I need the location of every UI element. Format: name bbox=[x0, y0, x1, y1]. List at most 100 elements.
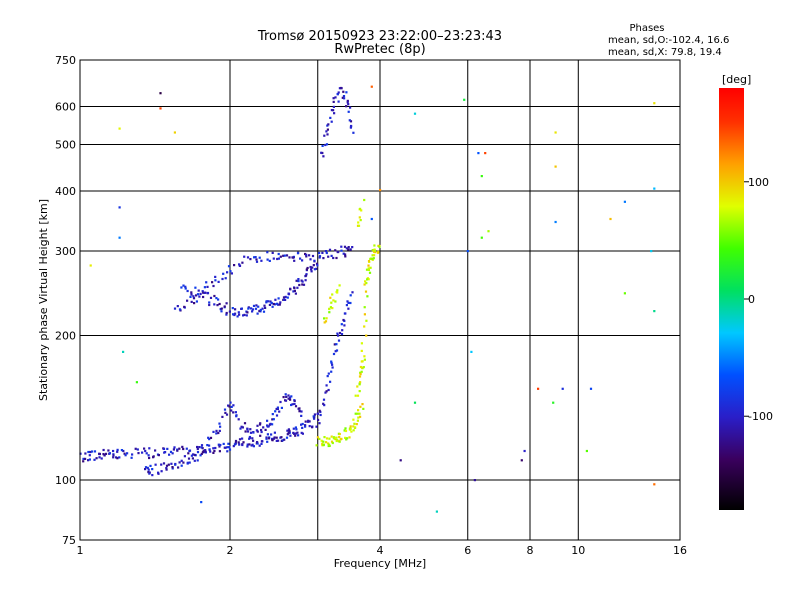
data-point bbox=[169, 450, 173, 453]
data-point bbox=[188, 461, 191, 464]
data-point bbox=[112, 454, 115, 457]
y-axis-ticks: 75 100 200 300 400 500 600 750 bbox=[55, 54, 76, 547]
data-point bbox=[247, 306, 250, 309]
data-point bbox=[108, 452, 111, 455]
data-point bbox=[223, 408, 227, 411]
data-point bbox=[223, 305, 226, 308]
data-point bbox=[294, 405, 298, 408]
data-point bbox=[319, 413, 322, 417]
data-point bbox=[226, 271, 229, 274]
data-point bbox=[367, 268, 370, 271]
data-point bbox=[344, 429, 348, 433]
data-point bbox=[229, 401, 232, 404]
data-point bbox=[413, 112, 417, 115]
data-point bbox=[233, 313, 236, 317]
data-point bbox=[336, 289, 339, 292]
data-point bbox=[310, 270, 313, 273]
data-point bbox=[288, 396, 292, 399]
data-point bbox=[298, 410, 301, 413]
data-point bbox=[218, 450, 221, 453]
data-point bbox=[234, 442, 237, 446]
x-tick-label: 10 bbox=[571, 544, 585, 557]
data-point bbox=[136, 448, 139, 451]
data-point bbox=[304, 274, 308, 277]
chart-title-line2: RwPretec (8p) bbox=[334, 42, 425, 57]
data-point bbox=[537, 387, 540, 390]
colorbar-tick-label: 100 bbox=[748, 176, 769, 189]
data-point bbox=[343, 97, 346, 100]
data-point bbox=[256, 312, 259, 315]
data-point bbox=[360, 209, 363, 212]
x-axis-ticks: 1 2 4 6 8 10 16 bbox=[77, 544, 688, 557]
data-point bbox=[324, 143, 327, 147]
data-point bbox=[315, 444, 318, 447]
data-point bbox=[284, 393, 287, 396]
data-point bbox=[316, 412, 319, 415]
data-point bbox=[362, 407, 365, 410]
data-point bbox=[344, 427, 347, 430]
data-point bbox=[364, 290, 368, 293]
data-point bbox=[256, 441, 259, 444]
data-point bbox=[293, 259, 296, 262]
colorbar-label: [deg] bbox=[722, 73, 751, 86]
data-point bbox=[271, 423, 274, 426]
data-point bbox=[301, 283, 304, 286]
data-point bbox=[354, 426, 357, 429]
data-point bbox=[335, 349, 339, 352]
data-point bbox=[144, 468, 147, 471]
data-point bbox=[100, 457, 103, 460]
data-point bbox=[221, 415, 224, 418]
data-point bbox=[359, 219, 362, 222]
data-point bbox=[300, 423, 303, 426]
data-point bbox=[347, 246, 350, 249]
data-point bbox=[342, 90, 345, 93]
data-point bbox=[248, 436, 252, 439]
data-point bbox=[289, 287, 292, 290]
data-point bbox=[202, 449, 205, 452]
data-point bbox=[271, 413, 274, 416]
data-point bbox=[348, 436, 351, 439]
data-point bbox=[285, 254, 289, 257]
data-point bbox=[365, 319, 368, 322]
data-point bbox=[276, 407, 279, 410]
data-point bbox=[103, 454, 106, 457]
data-point bbox=[247, 307, 250, 310]
data-point bbox=[295, 428, 298, 431]
data-point bbox=[267, 300, 270, 303]
data-point bbox=[297, 280, 300, 283]
data-point bbox=[371, 257, 374, 261]
data-point bbox=[359, 371, 362, 374]
data-point bbox=[463, 98, 466, 101]
data-point bbox=[287, 293, 291, 296]
data-point bbox=[89, 450, 92, 454]
data-point bbox=[305, 255, 308, 258]
data-point bbox=[376, 251, 380, 254]
data-point bbox=[470, 350, 473, 353]
data-point bbox=[327, 388, 330, 392]
data-point bbox=[353, 422, 356, 425]
data-point bbox=[325, 143, 329, 146]
data-point bbox=[290, 403, 293, 407]
data-point bbox=[180, 464, 183, 467]
data-point bbox=[232, 313, 235, 316]
data-point bbox=[322, 443, 325, 446]
data-point bbox=[213, 303, 216, 306]
colorbar-tick-label: -100 bbox=[748, 410, 773, 423]
data-point bbox=[124, 454, 127, 457]
data-point bbox=[653, 187, 656, 190]
data-point bbox=[413, 401, 417, 404]
data-point bbox=[266, 419, 269, 422]
data-point bbox=[227, 442, 230, 445]
data-point bbox=[329, 296, 332, 299]
data-point bbox=[277, 252, 280, 256]
data-point bbox=[308, 425, 311, 428]
data-point bbox=[209, 296, 213, 299]
data-point bbox=[363, 306, 366, 309]
data-point bbox=[277, 303, 280, 306]
data-point bbox=[341, 96, 344, 99]
data-point bbox=[653, 102, 656, 105]
data-point bbox=[225, 302, 228, 305]
data-point bbox=[112, 449, 115, 453]
data-point bbox=[168, 453, 171, 456]
data-point bbox=[290, 395, 293, 398]
